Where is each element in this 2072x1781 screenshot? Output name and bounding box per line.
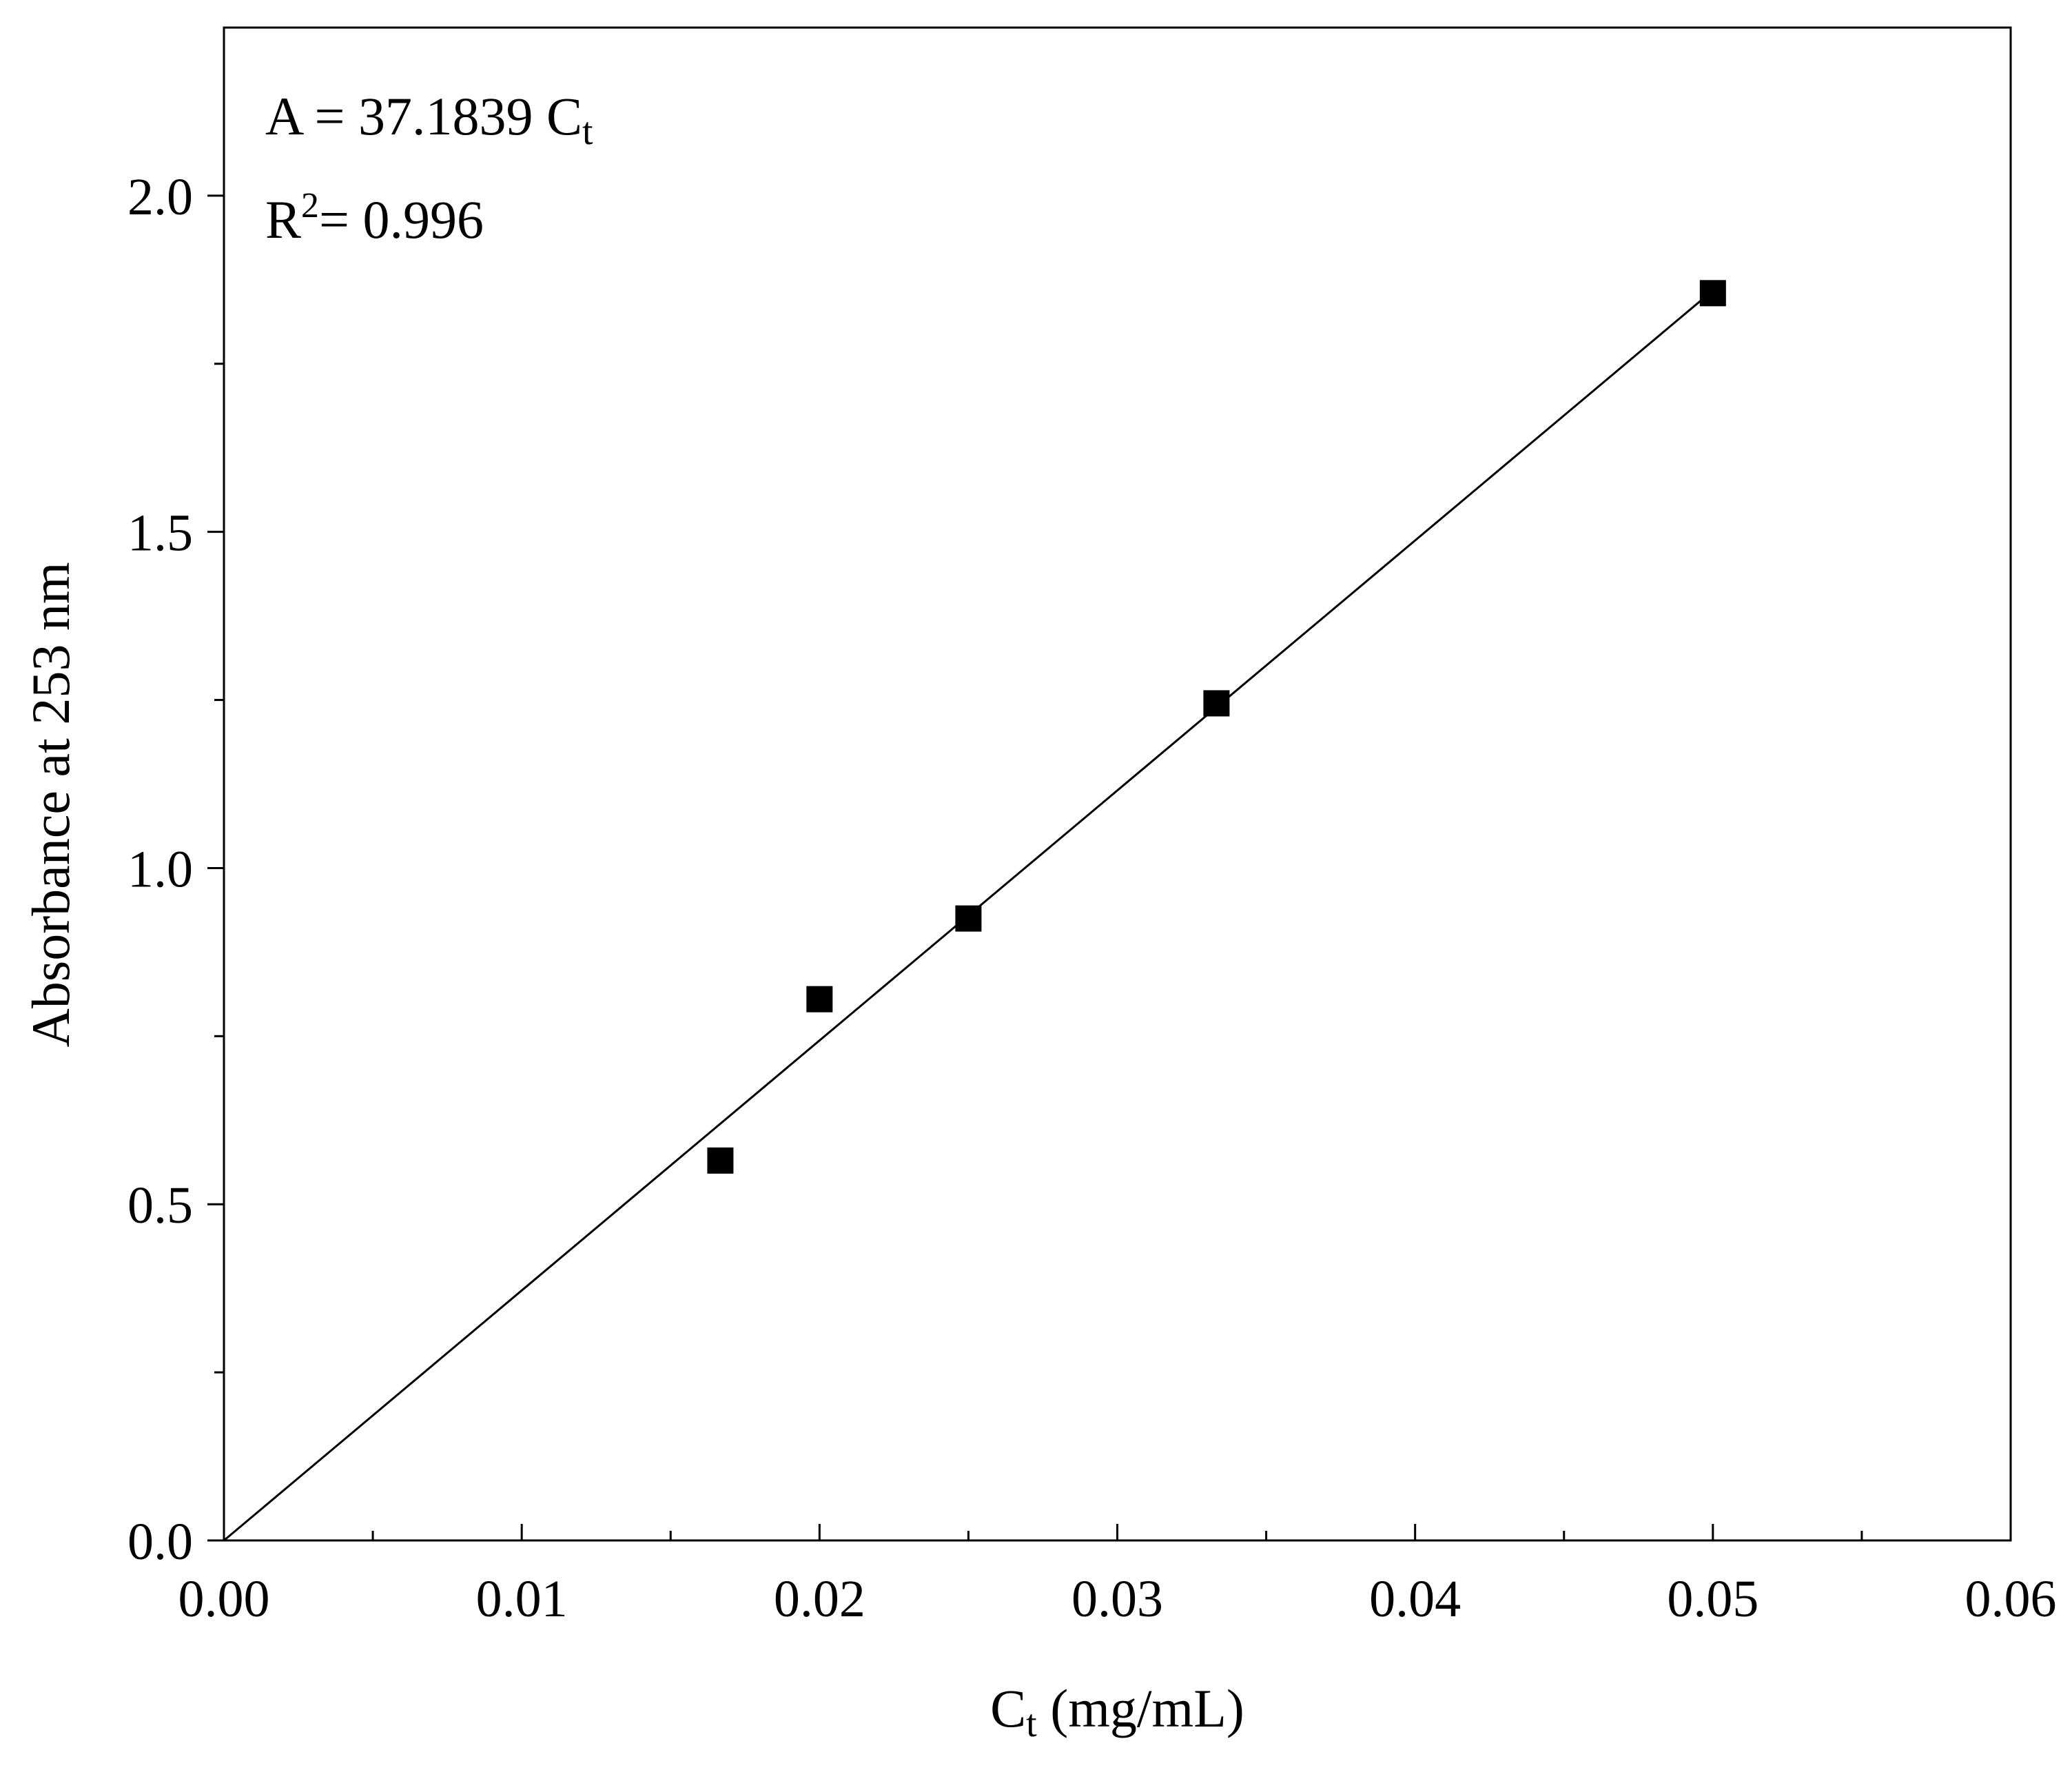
- data-point: [707, 1147, 734, 1174]
- y-tick-label: 1.5: [127, 505, 193, 562]
- y-tick-label: 0.0: [127, 1513, 193, 1571]
- x-tick-label: 0.06: [1965, 1570, 2057, 1628]
- equation-text: A = 37.1839 C: [265, 86, 582, 146]
- x-axis-ticks: 0.00 0.01 0.02 0.03 0.04 0.05 0.06: [178, 1524, 2057, 1628]
- r-squared-symbol: R: [265, 190, 301, 250]
- x-tick-label: 0.03: [1071, 1570, 1163, 1628]
- x-tick-label: 0.05: [1667, 1570, 1758, 1628]
- x-tick-label: 0.04: [1369, 1570, 1461, 1628]
- y-tick-label: 1.0: [127, 840, 193, 898]
- y-tick-label: 0.5: [127, 1177, 193, 1234]
- data-point: [1699, 280, 1726, 307]
- r-squared-value: = 0.996: [319, 190, 484, 250]
- r-squared-superscript: 2: [301, 186, 319, 225]
- x-tick-label: 0.01: [476, 1570, 568, 1628]
- equation-annotation: A = 37.1839 Ct: [265, 86, 593, 153]
- x-axis-title-units: (mg/mL): [1037, 1678, 1244, 1738]
- data-point: [806, 986, 833, 1012]
- data-point: [955, 905, 982, 932]
- equation-subscript: t: [582, 110, 593, 153]
- x-axis-title-subscript: t: [1026, 1702, 1037, 1745]
- r-squared-annotation: R2= 0.996: [265, 186, 484, 250]
- x-tick-label: 0.02: [774, 1570, 865, 1628]
- plot-frame: [223, 26, 2012, 1542]
- y-axis-title: Absorbance at 253 nm: [21, 562, 81, 1048]
- x-axis-title-main: C: [990, 1678, 1026, 1738]
- x-tick-label: 0.00: [178, 1570, 270, 1628]
- y-tick-label: 2.0: [127, 168, 193, 226]
- y-axis-ticks: 0.0 0.5 1.0 1.5 2.0: [127, 168, 224, 1571]
- data-point: [1203, 690, 1230, 717]
- series-layer: [223, 280, 1726, 1542]
- x-axis-title: Ct (mg/mL): [990, 1678, 1244, 1745]
